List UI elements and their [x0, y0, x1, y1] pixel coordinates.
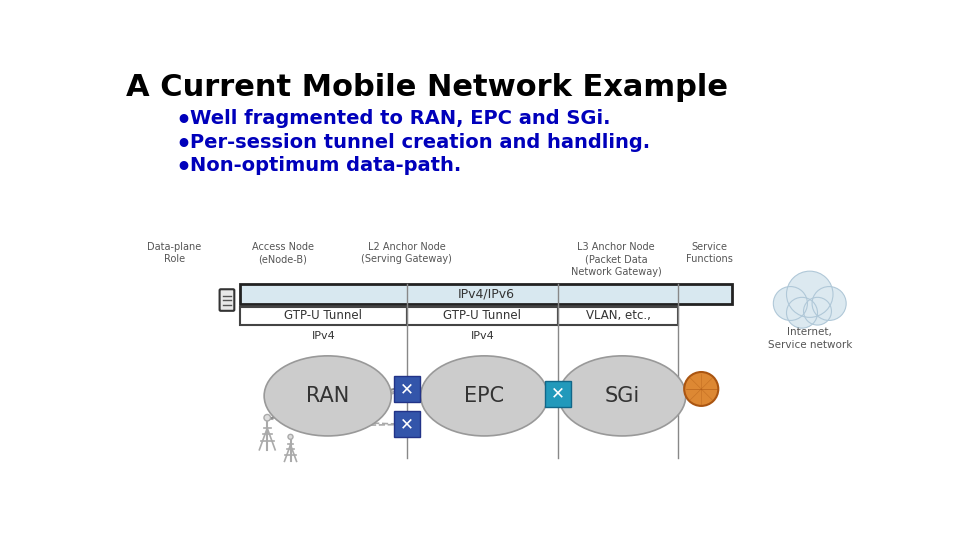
Text: L3 Anchor Node
(Packet Data
Network Gateway): L3 Anchor Node (Packet Data Network Gate… [570, 242, 661, 276]
Text: IPv4/IPv6: IPv4/IPv6 [458, 288, 515, 301]
Text: IPv4: IPv4 [470, 331, 494, 341]
FancyBboxPatch shape [544, 381, 571, 407]
Circle shape [804, 298, 831, 325]
Text: •: • [176, 110, 192, 133]
Text: SGi: SGi [605, 386, 639, 406]
FancyBboxPatch shape [240, 284, 732, 304]
FancyBboxPatch shape [394, 411, 420, 437]
Ellipse shape [264, 356, 392, 436]
Text: IPv4: IPv4 [312, 331, 335, 341]
Circle shape [774, 287, 807, 320]
Text: ✕: ✕ [399, 380, 414, 398]
Ellipse shape [559, 356, 685, 436]
Text: GTP-U Tunnel: GTP-U Tunnel [444, 309, 521, 322]
Text: Service
Functions: Service Functions [685, 242, 732, 264]
FancyBboxPatch shape [407, 307, 558, 325]
Text: Access Node
(eNode-B): Access Node (eNode-B) [252, 242, 314, 264]
Text: RAN: RAN [306, 386, 349, 406]
Ellipse shape [420, 356, 548, 436]
Text: •: • [176, 156, 192, 180]
Circle shape [264, 415, 271, 421]
Text: ✕: ✕ [399, 415, 414, 434]
Circle shape [786, 271, 833, 318]
FancyBboxPatch shape [240, 307, 407, 325]
FancyBboxPatch shape [220, 289, 234, 311]
Text: GTP-U Tunnel: GTP-U Tunnel [284, 309, 363, 322]
Text: Per-session tunnel creation and handling.: Per-session tunnel creation and handling… [190, 132, 650, 152]
Circle shape [684, 372, 718, 406]
Circle shape [786, 298, 818, 328]
Text: A Current Mobile Network Example: A Current Mobile Network Example [126, 72, 729, 102]
Text: VLAN, etc.,: VLAN, etc., [586, 309, 650, 322]
Text: EPC: EPC [465, 386, 504, 406]
Text: ✕: ✕ [551, 384, 564, 403]
Text: L2 Anchor Node
(Serving Gateway): L2 Anchor Node (Serving Gateway) [361, 242, 452, 264]
Circle shape [288, 434, 293, 440]
Text: Non-optimum data-path.: Non-optimum data-path. [190, 156, 461, 174]
FancyBboxPatch shape [558, 307, 678, 325]
FancyBboxPatch shape [394, 376, 420, 402]
Text: Internet,
Service network: Internet, Service network [768, 327, 852, 350]
Text: Data-plane
Role: Data-plane Role [147, 242, 202, 264]
Circle shape [812, 287, 846, 320]
Text: •: • [176, 132, 192, 157]
Text: Well fragmented to RAN, EPC and SGi.: Well fragmented to RAN, EPC and SGi. [190, 110, 611, 129]
